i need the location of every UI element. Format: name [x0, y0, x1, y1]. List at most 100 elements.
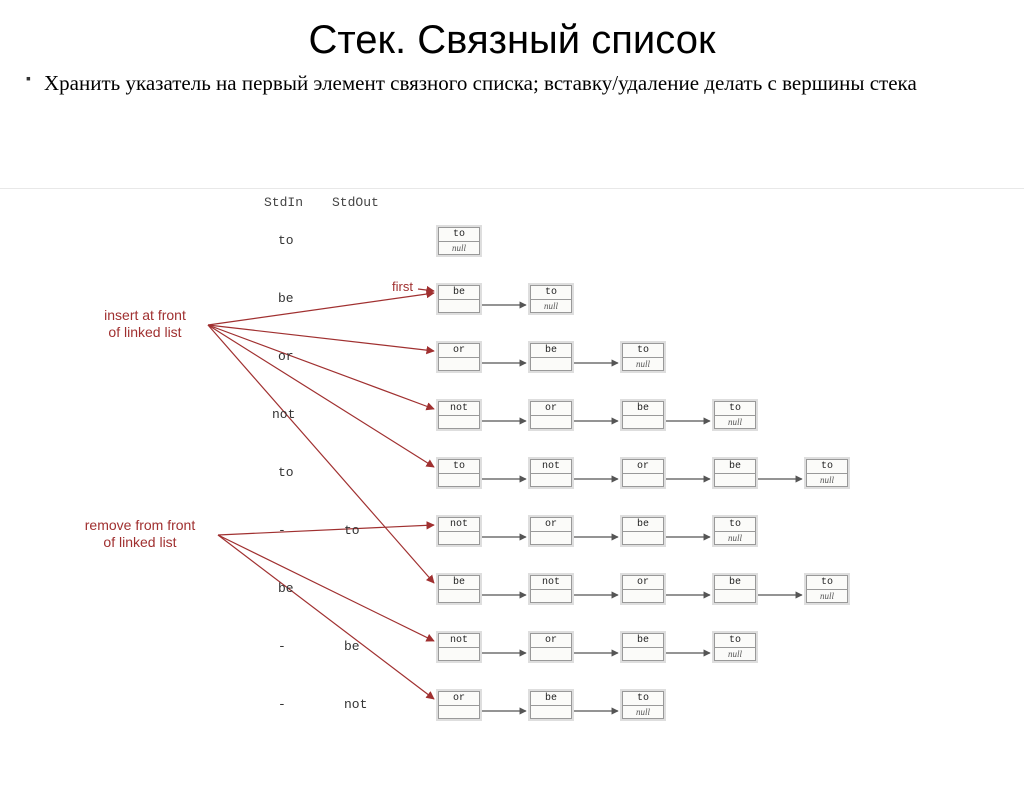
list-node: to	[438, 459, 480, 487]
stdin-value: not	[272, 407, 295, 422]
node-value: be	[623, 634, 663, 648]
list-node: or	[530, 401, 572, 429]
node-next	[623, 416, 663, 428]
list-node: or	[438, 691, 480, 719]
node-value: or	[623, 460, 663, 474]
node-next	[439, 300, 479, 312]
node-next	[531, 416, 571, 428]
node-value: be	[531, 692, 571, 706]
stdin-value: be	[278, 291, 294, 306]
node-value: be	[715, 460, 755, 474]
node-next: null	[715, 648, 755, 660]
list-node: not	[438, 517, 480, 545]
node-value: or	[623, 576, 663, 590]
node-next	[715, 590, 755, 602]
node-value: to	[623, 692, 663, 706]
node-value: not	[531, 576, 571, 590]
node-value: to	[623, 344, 663, 358]
node-next	[439, 648, 479, 660]
node-next: null	[531, 300, 571, 312]
page-title: Стек. Связный список	[0, 18, 1024, 63]
remove-label: remove from frontof linked list	[60, 517, 220, 551]
list-node: tonull	[806, 459, 848, 487]
stdout-value: not	[344, 697, 367, 712]
list-node: not	[530, 459, 572, 487]
node-value: or	[531, 402, 571, 416]
insert-label: insert at frontof linked list	[80, 307, 210, 341]
list-node: or	[622, 459, 664, 487]
list-node: tonull	[438, 227, 480, 255]
list-node: tonull	[714, 517, 756, 545]
node-next	[531, 532, 571, 544]
list-node: tonull	[622, 691, 664, 719]
list-node: be	[530, 343, 572, 371]
node-value: be	[715, 576, 755, 590]
bullet-description: Хранить указатель на первый элемент связ…	[0, 69, 1024, 97]
node-value: be	[439, 286, 479, 300]
node-next	[623, 532, 663, 544]
stdin-value: or	[278, 349, 294, 364]
node-value: not	[439, 518, 479, 532]
stdin-value: -	[278, 523, 286, 538]
list-node: be	[622, 633, 664, 661]
node-next: null	[715, 416, 755, 428]
node-next: null	[715, 532, 755, 544]
node-next	[531, 590, 571, 602]
node-value: be	[623, 402, 663, 416]
node-next: null	[807, 590, 847, 602]
node-next	[439, 474, 479, 486]
list-node: be	[438, 575, 480, 603]
node-next: null	[623, 358, 663, 370]
stdout-value: be	[344, 639, 360, 654]
node-value: to	[715, 518, 755, 532]
node-value: to	[439, 460, 479, 474]
list-node: tonull	[806, 575, 848, 603]
list-node: be	[438, 285, 480, 313]
node-value: or	[439, 692, 479, 706]
stdin-value: -	[278, 697, 286, 712]
node-next: null	[439, 242, 479, 254]
node-next	[439, 358, 479, 370]
list-node: tonull	[530, 285, 572, 313]
node-value: to	[715, 634, 755, 648]
stdin-value: be	[278, 581, 294, 596]
stdin-value: -	[278, 639, 286, 654]
node-value: to	[531, 286, 571, 300]
node-value: not	[439, 634, 479, 648]
node-value: not	[531, 460, 571, 474]
list-node: be	[530, 691, 572, 719]
stdout-value: to	[344, 523, 360, 538]
node-value: to	[807, 576, 847, 590]
node-value: to	[439, 228, 479, 242]
node-next	[439, 416, 479, 428]
list-node: or	[530, 517, 572, 545]
node-next	[623, 590, 663, 602]
node-next	[531, 474, 571, 486]
arrows-layer	[0, 189, 1024, 789]
node-next	[439, 532, 479, 544]
node-value: or	[439, 344, 479, 358]
node-value: or	[531, 634, 571, 648]
diagram-area: StdIn StdOut insert at frontof linked li…	[0, 188, 1024, 786]
node-next	[623, 474, 663, 486]
list-node: or	[530, 633, 572, 661]
node-value: not	[439, 402, 479, 416]
node-value: or	[531, 518, 571, 532]
node-value: be	[439, 576, 479, 590]
node-next	[439, 706, 479, 718]
list-node: or	[438, 343, 480, 371]
list-node: tonull	[622, 343, 664, 371]
list-node: be	[622, 517, 664, 545]
list-node: be	[714, 575, 756, 603]
node-value: be	[531, 344, 571, 358]
node-next: null	[623, 706, 663, 718]
node-next	[531, 358, 571, 370]
list-node: not	[530, 575, 572, 603]
node-next	[439, 590, 479, 602]
first-label: first	[392, 279, 413, 294]
node-next: null	[807, 474, 847, 486]
list-node: tonull	[714, 633, 756, 661]
stdout-header: StdOut	[332, 195, 379, 210]
list-node: tonull	[714, 401, 756, 429]
list-node: be	[622, 401, 664, 429]
